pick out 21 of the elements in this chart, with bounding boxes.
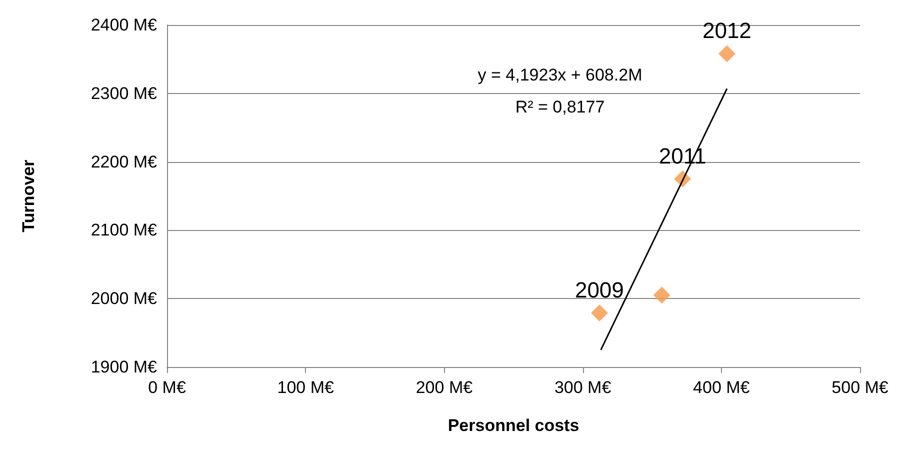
y-axis-title: Turnover xyxy=(19,159,38,232)
x-tick-label: 200 M€ xyxy=(416,378,474,397)
annotation: y = 4,1923x + 608.2M xyxy=(478,66,642,84)
point xyxy=(590,304,608,322)
point xyxy=(653,286,670,304)
y-tick-label: 2000 M€ xyxy=(90,289,158,308)
y-tick-label: 2400 M€ xyxy=(90,16,158,34)
x-tick-label: 500 M€ xyxy=(832,378,889,397)
y-tick-label: 2200 M€ xyxy=(90,152,158,172)
x-tick-label: 400 M€ xyxy=(693,378,750,397)
x-axis-title: Personnel costs xyxy=(448,416,580,435)
y-tick-label: 2300 M€ xyxy=(90,84,158,103)
annotation: R² = 0,8177 xyxy=(515,98,605,116)
point xyxy=(718,45,736,62)
y-tick-label: 2100 M€ xyxy=(90,220,158,240)
annotation: 2009 xyxy=(574,277,624,302)
x-tick-label: 300 M€ xyxy=(554,378,612,397)
x-tick-label: 0 M€ xyxy=(148,378,186,397)
annotation: 2012 xyxy=(702,18,752,44)
y-tick-label: 1900 M€ xyxy=(90,358,158,376)
x-tick-label: 100 M€ xyxy=(277,378,334,397)
